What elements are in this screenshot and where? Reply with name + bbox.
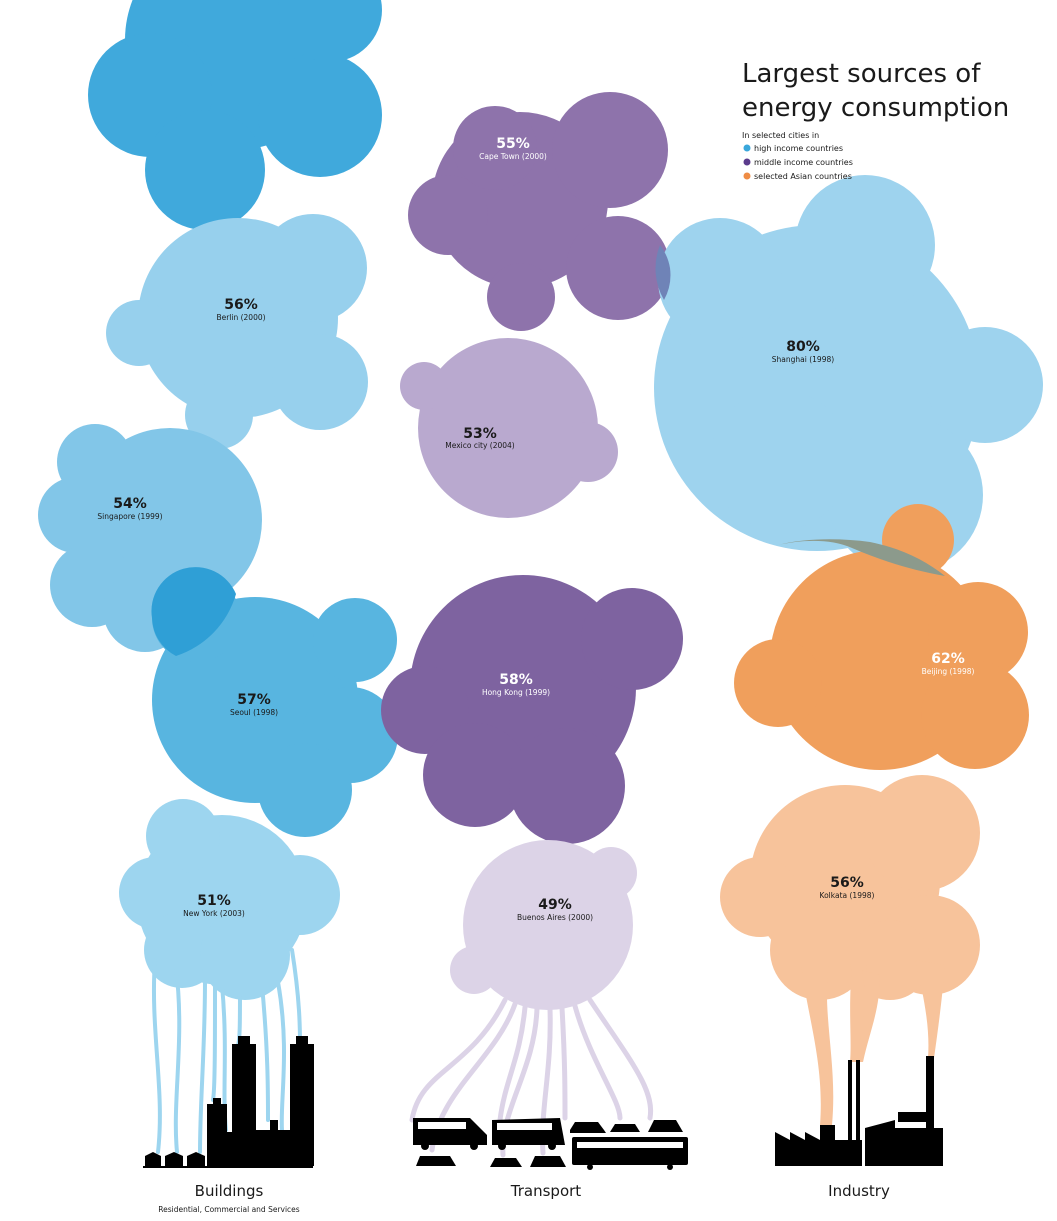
bubble-mexico-city <box>400 338 618 518</box>
overlap-singapore-seoul <box>151 567 236 656</box>
bubble-shanghai <box>654 175 1043 573</box>
title-line2: energy consumption <box>742 93 1009 123</box>
buildings-icon <box>143 1036 314 1168</box>
industry-smoke-plumes <box>800 955 945 1125</box>
pct-singapore: 54% <box>113 496 147 512</box>
city-shanghai: Shanghai (1998) <box>772 355 834 364</box>
bubble-kolkata <box>720 775 980 1000</box>
title-line1: Largest sources of <box>742 59 981 89</box>
legend-label-high-income: high income countries <box>754 144 843 153</box>
bubble-buenos-aires <box>450 840 637 1010</box>
pct-mexico-city: 53% <box>463 426 497 442</box>
legend-swatch-asian <box>743 172 751 180</box>
pct-cape-town: 55% <box>496 136 530 152</box>
overlap-capetown-shanghai <box>655 245 671 300</box>
category-buildings-sublabel: Residential, Commercial and Services <box>158 1205 300 1214</box>
pct-seoul: 57% <box>237 692 271 708</box>
legend-swatch-high-income <box>743 144 751 152</box>
pct-berlin: 56% <box>224 297 258 313</box>
transport-icon-windows <box>418 1122 683 1148</box>
city-buenos-aires: Buenos Aires (2000) <box>517 913 593 922</box>
legend-label-middle-income: middle income countries <box>754 158 853 167</box>
category-industry: Industry <box>828 1182 890 1200</box>
city-beijing: Beijing (1998) <box>922 667 975 676</box>
category-transport: Transport <box>510 1182 582 1200</box>
industry-icon <box>775 1056 943 1166</box>
pct-shanghai: 80% <box>786 339 820 355</box>
city-berlin: Berlin (2000) <box>216 313 265 322</box>
bubble-new-york <box>119 799 340 1000</box>
pct-hong-kong: 58% <box>499 672 533 688</box>
transport-smoke-strands <box>409 997 654 1158</box>
pct-kolkata: 56% <box>830 875 864 891</box>
pct-beijing: 62% <box>931 651 965 667</box>
city-hong-kong: Hong Kong (1999) <box>482 688 550 697</box>
bubble-cape-town <box>408 92 670 331</box>
pct-new-york: 51% <box>197 893 231 909</box>
pct-buenos-aires: 49% <box>538 897 572 913</box>
city-mexico-city: Mexico city (2004) <box>445 441 515 450</box>
legend-intro: In selected cities in <box>742 131 819 140</box>
city-cape-town: Cape Town (2000) <box>479 152 547 161</box>
bubble-berlin <box>106 214 368 449</box>
bubble-hong-kong <box>381 575 683 844</box>
bubble-top-unlabeled <box>88 0 382 230</box>
city-kolkata: Kolkata (1998) <box>820 891 875 900</box>
city-singapore: Singapore (1999) <box>97 512 162 521</box>
overlap-shanghai-beijing <box>778 539 945 576</box>
city-seoul: Seoul (1998) <box>230 708 278 717</box>
city-new-york: New York (2003) <box>183 909 245 918</box>
category-buildings: Buildings <box>195 1182 264 1200</box>
bubble-beijing <box>734 504 1029 770</box>
legend-label-asian: selected Asian countries <box>754 172 852 181</box>
legend-swatch-middle-income <box>743 158 751 166</box>
